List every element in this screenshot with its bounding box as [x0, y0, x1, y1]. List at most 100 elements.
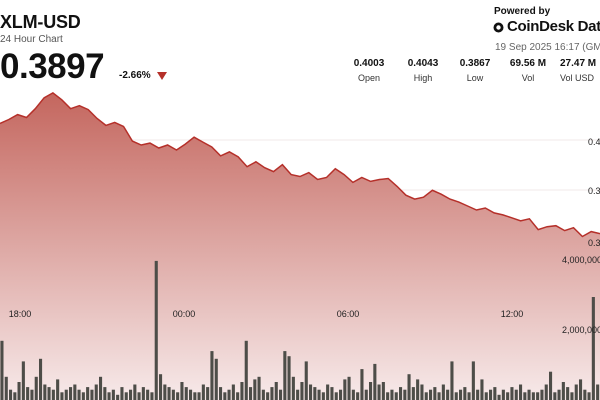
volume-bar — [4, 376, 8, 400]
volume-bar — [291, 376, 295, 400]
volume-bar — [39, 358, 43, 400]
volume-bar — [249, 387, 253, 400]
volume-bar — [159, 374, 163, 400]
x-tick-label: 12:00 — [501, 309, 524, 319]
volume-bar — [407, 374, 411, 400]
volume-bar — [583, 389, 587, 400]
volume-bar — [99, 376, 103, 400]
volume-bar — [360, 369, 364, 400]
volume-bar — [60, 392, 64, 400]
volume-bar — [317, 389, 321, 400]
volume-bar — [146, 389, 150, 400]
volume-bar — [103, 387, 107, 400]
price-line — [0, 92, 600, 238]
volume-bar — [549, 371, 553, 400]
stat-vol-usd-label: Vol USD — [560, 73, 595, 83]
volume-bar — [43, 384, 47, 400]
volume-bar — [240, 382, 244, 400]
x-tick-label: 00:00 — [173, 309, 196, 319]
stat-high-value: 0.4043 — [407, 58, 439, 69]
volume-bar — [270, 387, 274, 400]
volume-bar — [107, 392, 111, 400]
volume-bar — [364, 389, 368, 400]
volume-bar — [587, 392, 591, 400]
volume-bar — [386, 392, 390, 400]
volume-bar — [433, 387, 437, 400]
stat-vol-usd: 27.47 M Vol USD — [552, 58, 600, 83]
volume-bar — [116, 394, 120, 400]
volume-bar — [540, 389, 544, 400]
volume-bar — [244, 340, 248, 400]
volume-bar — [206, 387, 210, 400]
volume-bar — [561, 382, 565, 400]
y-tick-label-volume: 4,000,000 — [562, 255, 600, 265]
volume-bar — [214, 358, 218, 400]
volume-bar — [210, 351, 214, 400]
volume-bar — [253, 379, 257, 400]
current-price: 0.3897 — [0, 47, 105, 86]
y-tick-label-price: 0.39 — [588, 238, 600, 248]
volume-bar — [476, 389, 480, 400]
stat-high: 0.4043 High — [395, 58, 451, 83]
volume-bar — [81, 392, 85, 400]
volume-bar — [300, 382, 304, 400]
volume-bar — [501, 389, 505, 400]
volume-bar — [424, 392, 428, 400]
stat-vol-usd-value: 27.47 M — [560, 58, 597, 69]
pair-title: XLM-USD — [0, 12, 81, 32]
volume-bar — [180, 382, 184, 400]
volume-bar — [441, 384, 445, 400]
volume-bar — [154, 260, 158, 400]
volume-bar — [77, 389, 81, 400]
volume-bar — [377, 384, 381, 400]
price-change: -2.66% — [119, 70, 151, 81]
volume-bar — [321, 392, 325, 400]
stat-vol: 69.56 M Vol — [500, 58, 556, 83]
coindesk-logo-icon — [493, 22, 504, 33]
volume-bar — [111, 389, 115, 400]
volume-bar — [356, 392, 360, 400]
volume-bar — [343, 379, 347, 400]
volume-bar — [34, 376, 38, 400]
volume-bar — [189, 389, 193, 400]
volume-bar — [21, 361, 25, 400]
volume-bar — [381, 382, 385, 400]
volume-bar — [429, 389, 433, 400]
y-tick-label-volume: 2,000,000 — [562, 325, 600, 335]
volume-bar — [94, 384, 98, 400]
y-tick-label-price: 0.39 — [588, 186, 600, 196]
volume-bar — [167, 387, 171, 400]
volume-bar — [26, 387, 30, 400]
volume-bar — [313, 387, 317, 400]
volume-bar — [223, 392, 227, 400]
brand-name[interactable]: CoinDesk Data — [507, 18, 600, 35]
x-tick-label: 18:00 — [9, 309, 32, 319]
volume-bar — [274, 382, 278, 400]
stat-high-label: High — [413, 73, 433, 83]
powered-by-label: Powered by — [494, 6, 551, 17]
volume-bar — [471, 361, 475, 400]
chart-subtitle: 24 Hour Chart — [0, 34, 63, 45]
volume-bar — [73, 384, 77, 400]
stat-vol-label: Vol — [521, 73, 535, 83]
volume-bar — [64, 389, 68, 400]
volume-bar — [566, 387, 570, 400]
volume-bar — [13, 392, 17, 400]
volume-bar — [176, 392, 180, 400]
volume-bar — [227, 389, 231, 400]
stat-vol-value: 69.56 M — [509, 58, 547, 69]
volume-bar — [257, 376, 261, 400]
volume-bar — [137, 392, 141, 400]
volume-bar — [579, 379, 583, 400]
volume-bar — [399, 387, 403, 400]
volume-bar — [369, 382, 373, 400]
volume-bar — [446, 389, 450, 400]
volume-bar — [309, 384, 313, 400]
volume-bar — [591, 297, 595, 400]
volume-bars — [0, 260, 600, 400]
volume-bar — [570, 392, 574, 400]
volume-bar — [0, 340, 4, 400]
volume-bar — [261, 389, 265, 400]
volume-bar — [416, 379, 420, 400]
volume-bar — [510, 387, 514, 400]
